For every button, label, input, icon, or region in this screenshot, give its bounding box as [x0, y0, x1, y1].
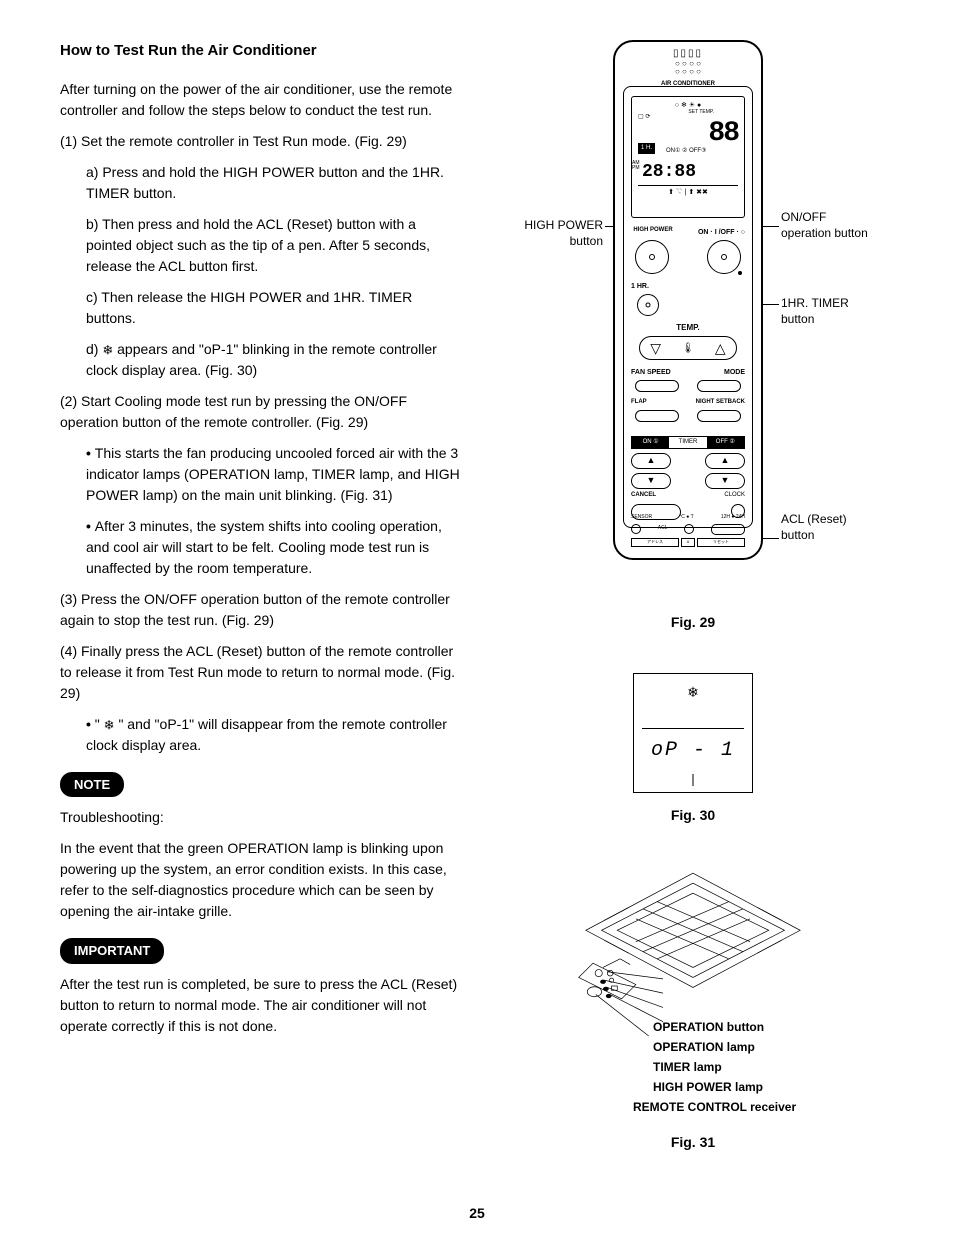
flap-button[interactable]: [635, 410, 679, 422]
lcd-bottom-icons: ⬆ 𓇢 | ⬆ ✖✖: [638, 185, 738, 201]
important-body: After the test run is completed, be sure…: [60, 974, 462, 1037]
figure-29-caption: Fig. 29: [671, 612, 715, 633]
address-button[interactable]: アドレス: [631, 538, 679, 547]
clock-label: CLOCK: [724, 491, 745, 500]
lcd-display: ○ ❄ ☀ ● ▢ ⟳ SET TEMP. 88 1 H. ON① ② OFF③…: [631, 96, 745, 218]
step-4: (4) Finally press the ACL (Reset) button…: [60, 641, 462, 704]
op1-display: oP - 1: [634, 736, 752, 766]
remote-controller: ▯▯▯▯ ○ ○ ○ ○ ○ ○ ○ ○ AIR CONDITIONER ○ ❄…: [613, 40, 763, 560]
flap-label: FLAP: [631, 398, 647, 407]
figure-29: HIGH POWER button ON/OFF operation butto…: [513, 40, 873, 600]
figure-31-caption: Fig. 31: [671, 1132, 715, 1153]
snowflake-icon: ❄: [687, 682, 699, 703]
step-4-bullet: " ❄ " and "oP-1" will disappear from the…: [86, 714, 462, 756]
sensor-button[interactable]: [631, 524, 641, 534]
intro-text: After turning on the power of the air co…: [60, 79, 462, 121]
step-1b: b) Then press and hold the ACL (Reset) b…: [86, 214, 462, 277]
lcd-ampm: AM PM: [632, 161, 640, 171]
lcd-clock-digits: 28:88: [642, 159, 696, 186]
sensor-label: SENSOR: [631, 514, 652, 522]
callout-onoff: ON/OFF operation button: [781, 210, 871, 241]
page-title: How to Test Run the Air Conditioner: [60, 40, 462, 63]
timer-off-up-button[interactable]: ▲: [705, 453, 745, 469]
step-1d: d) ❄ appears and "oP-1" blinking in the …: [86, 339, 462, 381]
fig31-operation-button-label: OPERATION button: [653, 1018, 796, 1036]
high-power-button[interactable]: [635, 240, 669, 274]
temp-up-icon[interactable]: △: [715, 338, 726, 359]
callout-acl: ACL (Reset) button: [781, 512, 871, 543]
ct-label: °C ● T: [679, 514, 693, 522]
fig31-timer-lamp-label: TIMER lamp: [653, 1058, 796, 1076]
temp-down-icon[interactable]: ▽: [650, 338, 661, 359]
1hr-timer-button[interactable]: [637, 294, 659, 316]
fig31-receiver-label: REMOTE CONTROL receiver: [633, 1098, 796, 1116]
mode-label: MODE: [724, 368, 745, 379]
snowflake-icon: ❄: [104, 717, 115, 732]
temp-label: TEMP.: [676, 322, 699, 334]
timer-on-down-button[interactable]: ▼: [631, 473, 671, 489]
lcd-mode-icons: ▢ ⟳: [638, 113, 650, 122]
page-number: 25: [60, 1203, 894, 1224]
onoff-button[interactable]: [707, 240, 741, 274]
fan-speed-button[interactable]: [635, 380, 679, 392]
fan-speed-label: FAN SPEED: [631, 368, 671, 379]
temp-rocker[interactable]: ▽ 🌡 △: [639, 336, 737, 360]
mode-button[interactable]: [697, 380, 741, 392]
reset-button[interactable]: リセット: [697, 538, 745, 547]
step-2: (2) Start Cooling mode test run by press…: [60, 391, 462, 433]
step-1: (1) Set the remote controller in Test Ru…: [60, 131, 462, 152]
fig31-high-power-lamp-label: HIGH POWER lamp: [653, 1078, 796, 1096]
step-2-bullet-1: This starts the fan producing uncooled f…: [86, 443, 462, 506]
timer-on-up-button[interactable]: ▲: [631, 453, 671, 469]
acl-reset-button[interactable]: [711, 524, 745, 535]
step-1c: c) Then release the HIGH POWER and 1HR. …: [86, 287, 462, 329]
cancel-label: CANCEL: [631, 491, 656, 500]
callout-1hr: 1HR. TIMER button: [781, 296, 871, 327]
night-setback-button[interactable]: [697, 410, 741, 422]
night-setback-label: NIGHT SETBACK: [696, 398, 745, 407]
fig31-operation-lamp-label: OPERATION lamp: [653, 1038, 796, 1056]
callout-high-power: HIGH POWER button: [493, 218, 603, 249]
timer-on-label: ON ①: [632, 437, 669, 448]
high-power-label: HIGH POWER: [631, 226, 675, 235]
thermo-icon: 🌡: [682, 341, 695, 356]
h12-label: 12H ● 24H: [721, 514, 745, 522]
snowflake-icon: ❄: [102, 342, 113, 357]
a-button[interactable]: A: [681, 538, 695, 547]
lcd-1hr-badge: 1 H.: [638, 143, 655, 154]
step-3: (3) Press the ON/OFF operation button of…: [60, 589, 462, 631]
lcd-temp-digits: 88: [708, 113, 738, 155]
timer-off-label: OFF ②: [707, 437, 744, 448]
figure-30-caption: Fig. 30: [671, 805, 715, 826]
step-2-bullet-2: After 3 minutes, the system shifts into …: [86, 516, 462, 579]
note-pill: NOTE: [60, 772, 124, 798]
important-pill: IMPORTANT: [60, 938, 164, 964]
lcd-onoff-small: ON① ② OFF③: [666, 147, 706, 156]
figure-31: OPERATION button OPERATION lamp TIMER la…: [523, 866, 863, 1072]
step-1a: a) Press and hold the HIGH POWER button …: [86, 162, 462, 204]
acl-label: ACL: [658, 525, 668, 533]
figure-30: ❄ oP - 1: [633, 673, 753, 793]
timer-label: TIMER: [669, 437, 706, 448]
note-body: In the event that the green OPERATION la…: [60, 838, 462, 922]
onoff-label: ON · I /OFF · ○: [698, 228, 745, 239]
ct-button[interactable]: [684, 524, 694, 534]
dots-icon: ○ ○ ○ ○ ○ ○ ○ ○: [675, 60, 701, 76]
1hr-label: 1 HR.: [631, 282, 649, 293]
timer-off-down-button[interactable]: ▼: [705, 473, 745, 489]
note-heading: Troubleshooting:: [60, 807, 462, 828]
